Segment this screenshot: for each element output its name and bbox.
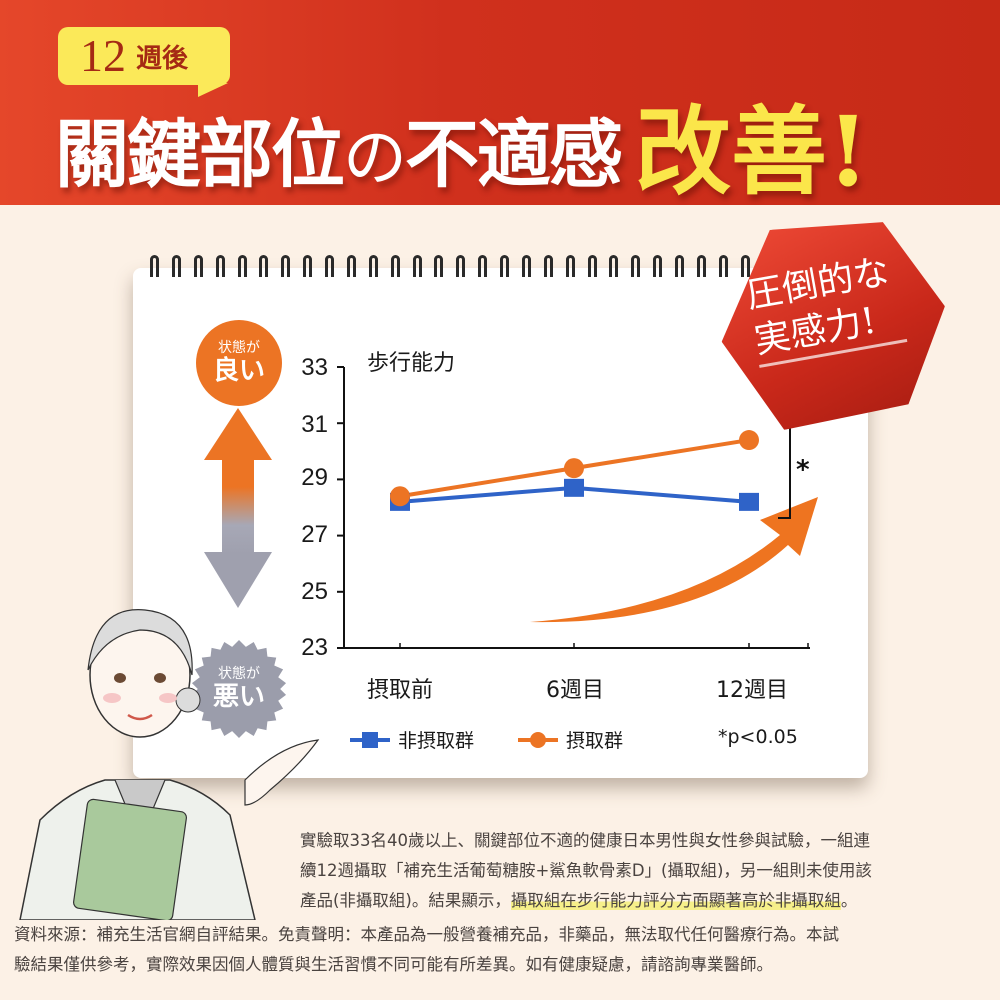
ring [150, 255, 159, 277]
disclaimer: 資料來源：補充生活官網自評結果。免責聲明：本產品為一般營養補充品，非藥品，無法取… [14, 920, 989, 980]
description-highlight: 攝取組在步行能力評分方面顯著高於非攝取組 [510, 891, 841, 910]
disclaimer-line: 資料來源：補充生活官網自評結果。免責聲明：本產品為一般營養補充品，非藥品，無法取… [14, 925, 839, 944]
headline-no: の [343, 122, 407, 196]
arrow-down-icon [204, 552, 272, 608]
ring [193, 255, 203, 277]
spiral-binding [150, 255, 750, 281]
good-state-circle: 状態が 良い [196, 320, 282, 406]
ring [237, 255, 247, 277]
y-tick-label: 31 [301, 411, 328, 438]
ring [325, 255, 334, 277]
ring [434, 255, 444, 277]
ring [653, 255, 663, 277]
ring [631, 255, 641, 277]
description-line: 實驗取33名40歲以上、關鍵部位不適的健康日本男性與女性參與試驗，一組連 [300, 831, 870, 850]
bad-small-label: 状態が [218, 666, 260, 682]
ring [696, 255, 706, 277]
y-tick-label: 23 [301, 634, 328, 661]
ring [587, 255, 597, 277]
ring [303, 255, 313, 277]
description-text: 。 [840, 891, 858, 910]
legend-item-non-intake: 非摂取群 [350, 726, 474, 753]
x-label: 12週目 [716, 678, 788, 703]
headline-part2: 不適感 [405, 112, 623, 198]
headline-accent: 改善! [635, 95, 870, 208]
ring [500, 255, 509, 277]
arrow-up-icon [204, 408, 272, 460]
ring [521, 255, 531, 277]
description-line: 續12週攝取「補充生活葡萄糖胺+鯊魚軟骨素D」(攝取組)，另一組則未使用該 [300, 861, 872, 880]
ring [215, 255, 225, 277]
ring [346, 255, 356, 277]
ring [478, 255, 488, 277]
ring [718, 255, 728, 277]
ring [368, 255, 378, 277]
headline: 關鍵部位の不適感 改善! [55, 92, 869, 200]
ring [390, 255, 400, 277]
significance-note-text: *p<0.05 [718, 726, 798, 748]
y-tick-label: 27 [301, 521, 328, 548]
ring [609, 255, 619, 277]
bad-big-label: 悪い [212, 682, 265, 712]
study-description: 實驗取33名40歲以上、關鍵部位不適的健康日本男性與女性參與試驗，一組連 續12… [300, 826, 980, 916]
ring [259, 255, 269, 277]
trend-arrow-icon [530, 497, 818, 623]
legend-label: 摂取群 [566, 730, 624, 752]
x-label: 摂取前 [366, 678, 433, 703]
data-point [739, 492, 759, 511]
data-point [739, 430, 759, 451]
description-text: 產品(非攝取組)。結果顯示， [300, 891, 511, 910]
data-point [564, 458, 584, 479]
good-big-label: 良い [212, 356, 265, 386]
significance-mark: * [796, 455, 810, 485]
ring [543, 255, 553, 277]
badge-number: 12 [80, 30, 126, 81]
y-tick-label: 25 [301, 578, 328, 605]
disclaimer-line: 驗結果僅供參考，實際效果因個人體質與生活習慣不同可能有所差異。如有健康疑慮，請諮… [14, 955, 773, 974]
ring [412, 255, 422, 277]
square-marker-icon [350, 731, 390, 748]
circle-marker-icon [518, 731, 558, 748]
y-tick-label: 33 [301, 354, 328, 381]
ring [281, 255, 291, 277]
badge-text: 週後 [136, 43, 189, 74]
doctor-illustration [19, 609, 320, 920]
ring [565, 255, 575, 277]
weeks-badge: 12 週後 [58, 27, 230, 97]
description-line: 產品(非攝取組)。結果顯示，攝取組在步行能力評分方面顯著高於非攝取組。 [300, 886, 980, 916]
good-small-label: 状態が [218, 340, 260, 356]
legend-label: 非摂取群 [398, 730, 475, 752]
arrow-shaft [222, 458, 254, 554]
ring [740, 255, 750, 277]
data-point [564, 478, 584, 497]
ring [456, 255, 466, 277]
y-tick-label: 29 [301, 464, 328, 491]
headline-part1: 關鍵部位 [55, 112, 345, 198]
ring [675, 255, 684, 277]
significance-note: *p<0.05 [718, 726, 798, 748]
data-point [390, 486, 410, 507]
x-label: 6週目 [546, 678, 604, 703]
headline-main: 關鍵部位の不適感 [55, 118, 623, 192]
ring [171, 255, 181, 277]
chart-title: 歩行能力 [367, 351, 456, 376]
legend-item-intake: 摂取群 [518, 726, 623, 753]
